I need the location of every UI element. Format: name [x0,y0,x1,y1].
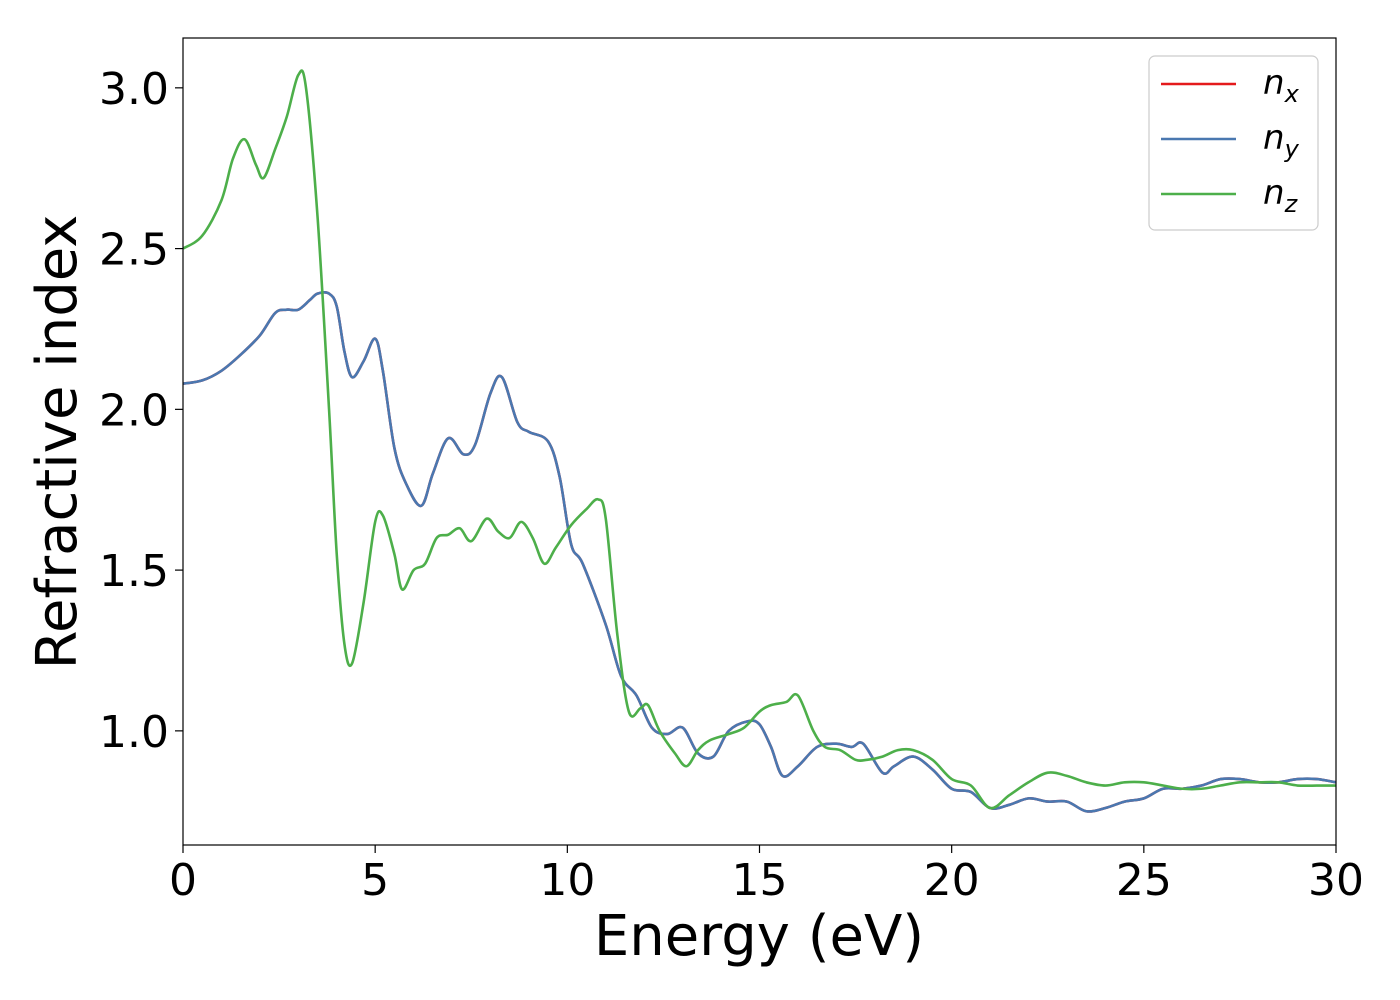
legend-label-ny: ny [1263,118,1300,163]
y-axis-ticks: 1.0 1.5 2.0 2.5 3.0 [99,64,183,758]
legend-label-nz: nz [1263,173,1299,218]
x-axis-label: Energy (eV) [594,904,924,969]
y-axis-label: Refractive index [25,215,90,670]
x-tick-label: 20 [924,855,980,906]
y-tick-label: 2.5 [99,225,169,276]
x-axis-ticks: 0 5 10 15 20 25 30 [169,845,1364,906]
y-tick-label: 1.5 [99,546,169,597]
y-tick-label: 3.0 [99,64,169,115]
x-tick-label: 25 [1116,855,1172,906]
legend-label-nx: nx [1263,63,1300,108]
x-tick-label: 10 [539,855,595,906]
x-tick-label: 0 [169,855,197,906]
y-tick-label: 1.0 [99,707,169,758]
x-tick-label: 30 [1308,855,1364,906]
x-tick-label: 5 [361,855,389,906]
series-line-nx [183,291,1336,813]
series-line-nz [183,69,1336,810]
x-tick-label: 15 [732,855,788,906]
y-tick-label: 2.0 [99,385,169,436]
legend: nx ny nz [1148,55,1319,231]
series-lines [183,69,1336,813]
series-line-ny [183,291,1336,813]
legend-frame [1148,55,1319,231]
